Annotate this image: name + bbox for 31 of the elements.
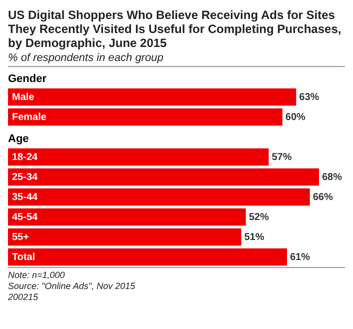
y-tick-label: Male — [12, 92, 35, 103]
data-label: 52% — [248, 212, 269, 223]
data-label: 66% — [312, 192, 333, 203]
data-label: 63% — [299, 92, 320, 103]
bar — [8, 168, 319, 186]
y-tick-label: Age — [8, 133, 29, 146]
data-label: 60% — [285, 112, 306, 123]
bar — [8, 88, 296, 106]
data-label: 61% — [290, 252, 310, 263]
data-label: 57% — [272, 152, 292, 163]
y-tick-label: 18-24 — [12, 152, 38, 163]
y-tick-label: Total — [12, 252, 36, 263]
data-label: 51% — [244, 232, 264, 243]
text: Note: n=1,000 — [8, 270, 66, 281]
chart-title: US Digital Shoppers Who Believe Receiving Ads for Sites They Recently Visited Is Useful for Completing Purchases, by Demographic, June 2015 — [8, 8, 342, 50]
bar — [8, 108, 282, 126]
bar — [8, 208, 246, 226]
text: 200215 — [8, 292, 40, 303]
data-label: 68% — [322, 172, 342, 183]
bar — [8, 148, 269, 166]
bar — [8, 228, 242, 246]
bar — [8, 188, 310, 206]
source-note: Source: "Online Ads", Nov 2015 — [8, 281, 136, 292]
y-tick-label: 25-34 — [12, 172, 38, 183]
chart-subtitle: % of respondents in each group — [8, 52, 345, 67]
bar — [8, 248, 287, 266]
y-tick-label: Gender — [8, 73, 48, 86]
y-tick-label: Female — [12, 112, 47, 123]
y-tick-label: 55+ — [12, 232, 30, 243]
y-tick-label: 45-54 — [12, 212, 38, 223]
y-tick-label: 35-44 — [12, 192, 38, 203]
